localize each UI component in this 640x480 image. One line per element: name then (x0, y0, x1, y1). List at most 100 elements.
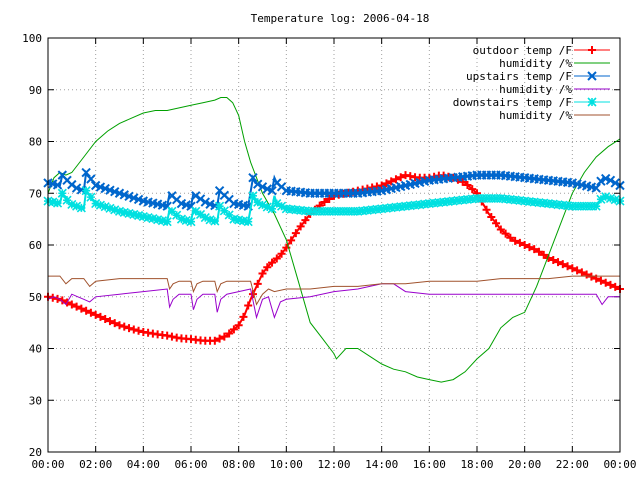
y-tick-label: 80 (29, 136, 42, 149)
star-marker (286, 204, 296, 214)
star-marker (587, 97, 597, 107)
star-marker (486, 193, 496, 203)
x-tick-label: 02:00 (79, 458, 112, 471)
plus-marker (258, 269, 267, 278)
y-tick-label: 100 (22, 32, 42, 45)
star-marker (348, 206, 358, 216)
plus-marker (86, 308, 95, 317)
star-marker (481, 193, 492, 203)
star-marker (377, 204, 387, 214)
star-marker (138, 211, 148, 222)
plus-marker (501, 229, 510, 238)
plus-marker (511, 236, 520, 245)
plus-marker (396, 173, 405, 182)
star-marker (472, 193, 482, 203)
star-marker (553, 200, 563, 210)
star-marker (458, 195, 468, 205)
plus-marker (229, 325, 238, 334)
star-marker (57, 188, 67, 198)
cross-marker (248, 173, 258, 183)
plus-marker (573, 266, 582, 275)
plus-marker (263, 263, 272, 272)
plus-marker (272, 254, 281, 263)
star-marker (143, 213, 153, 223)
star-marker (548, 199, 558, 209)
plus-marker (577, 268, 586, 277)
plus-marker (563, 262, 572, 271)
plus-marker (253, 279, 262, 288)
star-marker (281, 204, 291, 214)
star-marker (215, 201, 225, 211)
star-marker (234, 215, 244, 225)
star-marker (186, 217, 196, 227)
y-tick-label: 40 (29, 343, 42, 356)
star-marker (100, 202, 110, 212)
plus-marker (129, 325, 138, 334)
plus-marker (506, 233, 515, 242)
plus-marker (96, 312, 105, 321)
star-marker (262, 202, 272, 212)
star-marker (410, 200, 420, 210)
cross-marker (596, 176, 606, 186)
plus-marker (406, 172, 415, 181)
star-marker (167, 206, 177, 216)
cross-marker (267, 185, 277, 196)
plus-marker (234, 321, 243, 330)
star-marker (72, 201, 82, 211)
star-marker (134, 210, 144, 221)
star-marker (448, 196, 458, 206)
legend-entry: outdoor temp /F (473, 44, 610, 57)
plus-marker (596, 276, 605, 285)
plus-marker (125, 324, 134, 333)
star-marker (315, 206, 325, 216)
star-marker (334, 206, 344, 216)
y-tick-label: 90 (29, 84, 42, 97)
plus-marker (515, 238, 524, 247)
cross-marker (52, 180, 63, 190)
star-marker (291, 205, 301, 215)
star-marker (119, 207, 129, 217)
legend-label: humidity /% (499, 83, 572, 96)
star-marker (477, 193, 487, 203)
x-tick-label: 14:00 (365, 458, 398, 471)
star-marker (353, 206, 363, 216)
plus-marker (554, 258, 563, 267)
star-marker (415, 200, 425, 210)
legend-label: upstairs temp /F (466, 70, 572, 83)
star-marker (582, 201, 592, 211)
star-marker (114, 206, 125, 216)
cross-marker (200, 197, 211, 207)
star-marker (396, 202, 406, 212)
star-marker (505, 194, 515, 205)
star-marker (210, 216, 220, 226)
star-marker (491, 193, 501, 203)
star-marker (501, 194, 511, 204)
star-marker (520, 196, 530, 206)
series-3-upstairs-temp-f (43, 167, 625, 211)
legend-entry: upstairs temp /F (466, 70, 610, 83)
x-tick-label: 16:00 (413, 458, 446, 471)
star-marker (124, 208, 134, 218)
plus-marker (268, 258, 277, 267)
star-marker (148, 214, 158, 224)
plus-marker (105, 317, 114, 326)
star-marker (462, 194, 473, 205)
plus-marker (382, 179, 391, 188)
star-marker (248, 191, 258, 201)
y-tick-label: 50 (29, 291, 42, 304)
series-4-humidity (47, 283, 620, 320)
series-line (47, 97, 621, 383)
plus-marker (220, 332, 229, 341)
star-marker (129, 209, 139, 220)
star-marker (386, 203, 396, 213)
star-marker (434, 197, 444, 208)
star-marker (467, 194, 477, 204)
star-marker (67, 199, 77, 210)
star-marker (586, 201, 596, 211)
star-marker (191, 206, 201, 216)
star-marker (372, 204, 382, 214)
star-marker (601, 192, 611, 202)
plus-marker (225, 329, 234, 338)
legend: outdoor temp /F humidity /%upstairs temp … (453, 44, 610, 122)
plus-marker (611, 282, 620, 291)
